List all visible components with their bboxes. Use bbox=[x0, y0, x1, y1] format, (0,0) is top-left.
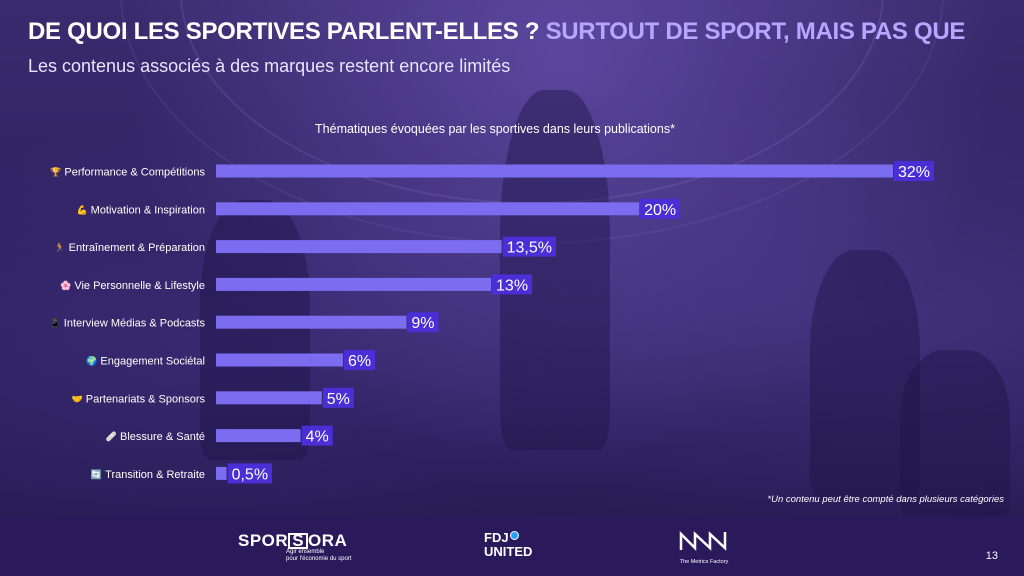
footer-bar bbox=[0, 516, 1024, 576]
value-label: 9% bbox=[411, 315, 434, 332]
category-label: Performance & Compétitions bbox=[64, 167, 205, 179]
bar bbox=[216, 164, 893, 178]
value-label-box bbox=[301, 425, 333, 446]
value-label-box bbox=[894, 161, 935, 181]
category-label: Entraînement & Préparation bbox=[69, 242, 205, 254]
value-label: 4% bbox=[306, 429, 329, 446]
value-label-box bbox=[502, 236, 556, 257]
running-person-icon: 🏃 bbox=[54, 242, 65, 254]
bar bbox=[216, 391, 322, 405]
page-subtitle: Les contenus associés à des marques rest… bbox=[28, 56, 511, 76]
athlete-silhouette-basketball bbox=[500, 90, 610, 450]
title-part-main: DE QUOI LES SPORTIVES PARLENT-ELLES ? bbox=[28, 18, 540, 45]
trophy-icon: 🏆 bbox=[50, 166, 61, 178]
bar-chart: Performance & Compétitions🏆 32% Motivation… bbox=[50, 161, 935, 484]
bar bbox=[216, 353, 343, 367]
bar bbox=[216, 240, 502, 254]
category-label: Blessure & Santé bbox=[120, 431, 205, 443]
value-label-box bbox=[492, 274, 533, 295]
globe-icon: 🌍 bbox=[86, 355, 97, 367]
metrics-factory-mark-icon bbox=[679, 530, 727, 552]
footnote: *Un contenu peut être compté dans plusie… bbox=[767, 494, 1004, 505]
value-label: 13,5% bbox=[507, 240, 552, 257]
value-label-box bbox=[640, 198, 681, 219]
value-label-box bbox=[227, 463, 273, 484]
value-label: 6% bbox=[348, 353, 371, 370]
category-label: Engagement Sociétal bbox=[100, 356, 205, 368]
bar bbox=[216, 315, 407, 329]
sporsora-name-part2: ORA bbox=[308, 531, 348, 550]
value-label: 0,5% bbox=[232, 466, 268, 483]
handshake-icon: 🤝 bbox=[72, 395, 83, 405]
phone-icon: 📱 bbox=[50, 317, 61, 329]
page-title: DE QUOI LES SPORTIVES PARLENT-ELLES ? SU… bbox=[28, 18, 965, 46]
value-label: 5% bbox=[327, 391, 350, 408]
sporsora-logo: SPOR S ORA Agir ensemble pour l'économie d… bbox=[238, 531, 352, 563]
sporsora-tagline-1: Agir ensemble bbox=[286, 549, 325, 555]
fdj-logo-line2: UNITED bbox=[484, 544, 533, 559]
athlete-silhouette-runner bbox=[900, 350, 1010, 520]
category-label: Motivation & Inspiration bbox=[91, 204, 205, 216]
page-number: 13 bbox=[985, 550, 998, 562]
category-label: Vie Personnelle & Lifestyle bbox=[74, 280, 205, 292]
flexed-biceps-icon: 💪 bbox=[76, 204, 87, 216]
fdj-logo-dot-icon bbox=[509, 531, 519, 540]
title-part-accent: SURTOUT DE SPORT, MAIS PAS QUE bbox=[545, 18, 966, 45]
flower-icon: 🌸 bbox=[60, 279, 71, 291]
value-label: 20% bbox=[644, 202, 676, 219]
value-label-box bbox=[343, 350, 376, 370]
value-label-box bbox=[407, 312, 439, 333]
metrics-factory-logo: The Metrics Factory bbox=[678, 530, 730, 565]
value-label: 32% bbox=[898, 164, 930, 181]
bar bbox=[216, 277, 492, 291]
value-label-box bbox=[322, 387, 354, 408]
sporsora-name-part1: SPOR bbox=[238, 531, 289, 550]
value-label: 13% bbox=[496, 277, 528, 294]
bar bbox=[216, 429, 301, 443]
bandage-icon: 🩹 bbox=[106, 431, 117, 443]
category-label: Transition & Retraite bbox=[105, 469, 205, 481]
cycle-arrows-icon: 🔄 bbox=[91, 468, 102, 480]
sporsora-name-box: S bbox=[288, 532, 309, 549]
metrics-factory-tagline: The Metrics Factory bbox=[679, 559, 729, 565]
category-label: Partenariats & Sponsors bbox=[86, 393, 206, 405]
bar bbox=[216, 466, 227, 480]
fdj-united-logo: FDJ UNITED bbox=[484, 531, 532, 559]
bar bbox=[216, 202, 640, 216]
sporsora-tagline-2: pour l'économie du sport bbox=[286, 556, 352, 562]
category-label: Interview Médias & Podcasts bbox=[64, 318, 206, 330]
chart-title: Thématiques évoquées par les sportives d… bbox=[315, 122, 675, 136]
fdj-logo-line1: FDJ bbox=[484, 530, 509, 545]
athlete-silhouette-football bbox=[810, 250, 920, 500]
